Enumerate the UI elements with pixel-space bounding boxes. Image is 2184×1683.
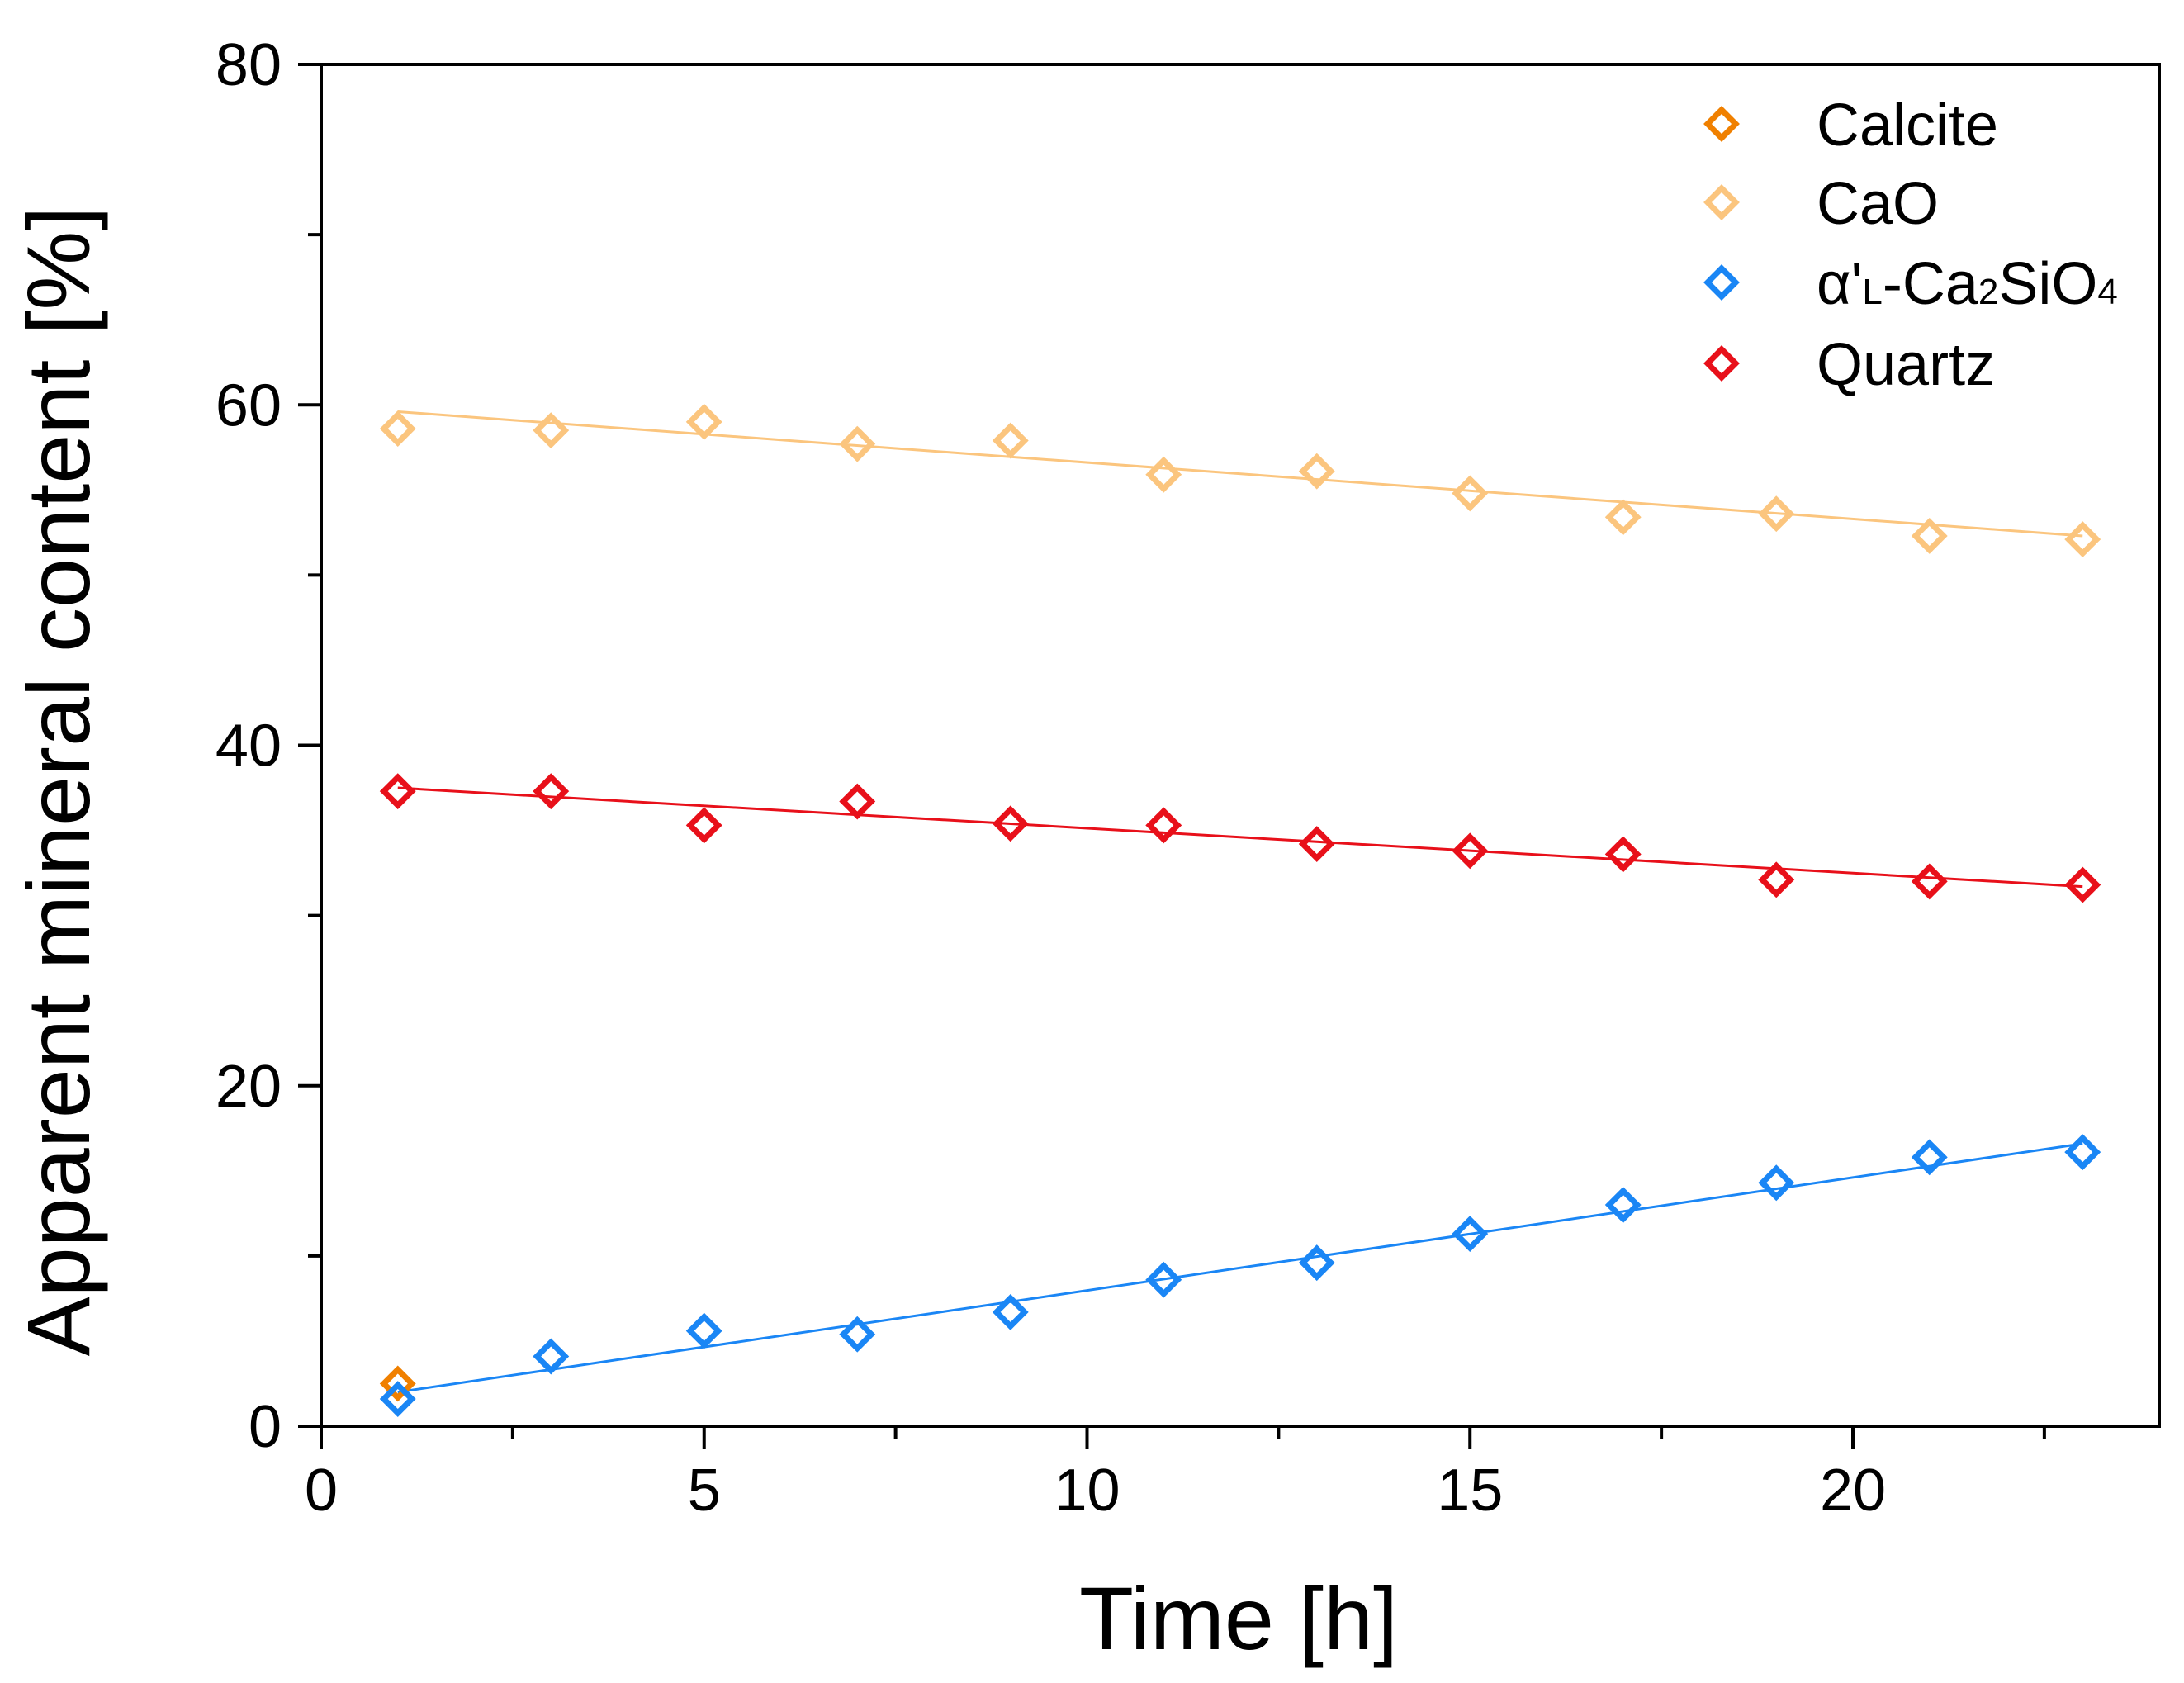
data-point [1758, 861, 1795, 898]
x-tick-label: 0 [305, 1458, 338, 1524]
legend-label: α'L-Ca2SiO4 [1817, 251, 2118, 317]
data-point [533, 1338, 570, 1375]
x-tick-label: 15 [1437, 1458, 1503, 1524]
legend-label-subscript: L [1862, 272, 1882, 312]
data-point [839, 1316, 876, 1353]
data-point [2064, 866, 2101, 903]
data-point [1758, 495, 1795, 533]
data-point [1911, 1139, 1948, 1176]
data-point [379, 410, 416, 448]
y-axis-title: Apparent mineral content [%] [8, 206, 108, 1357]
x-axis-title: Time [h] [1079, 1568, 1398, 1668]
data-point [1145, 1261, 1182, 1298]
fit-line [397, 786, 2083, 889]
legend-label-subscript: 4 [2097, 272, 2117, 312]
data-point [379, 1365, 416, 1402]
y-tick-label: 0 [249, 1394, 282, 1460]
x-tick-label: 5 [688, 1458, 721, 1524]
data-point [685, 807, 722, 844]
data-point [533, 773, 570, 810]
legend-label-part: SiO [1998, 251, 2097, 317]
data-point [1604, 1187, 1642, 1223]
data-point [1298, 453, 1335, 490]
data-point [1298, 826, 1335, 862]
data-point [1452, 832, 1489, 870]
data-point [2064, 521, 2101, 558]
data-point [685, 1312, 722, 1349]
y-tick-label: 20 [216, 1054, 282, 1120]
legend-label: Calcite [1817, 92, 1998, 159]
data-point [1758, 1164, 1795, 1202]
legend-label: CaO [1817, 171, 1939, 237]
plot-frame [320, 63, 2161, 1428]
data-point [1452, 1216, 1489, 1253]
data-markers [379, 403, 2101, 1417]
x-tick-label: 10 [1054, 1458, 1120, 1524]
fit-lines [397, 410, 2083, 1394]
y-tick-label: 40 [216, 713, 282, 780]
data-point [1911, 518, 1948, 554]
data-point [2064, 1134, 2101, 1171]
x-axis-ticks: 0 5 10 15 20 [305, 1426, 2046, 1524]
data-point [1145, 456, 1182, 493]
data-point [685, 403, 722, 440]
fit-line [397, 410, 2083, 538]
legend-marker [1703, 106, 1740, 142]
y-tick-label: 80 [216, 32, 282, 98]
data-point [839, 783, 876, 820]
data-point [839, 425, 876, 462]
data-point [992, 422, 1029, 459]
legend-label: Quartz [1817, 332, 1995, 398]
data-point [1604, 836, 1642, 873]
legend-marker [1703, 184, 1740, 220]
legend-label-part: -Ca [1883, 251, 1979, 317]
legend-label-part: α' [1817, 251, 1862, 317]
legend: Calcite CaO α'L-Ca2SiO4 Quartz [1703, 92, 2118, 398]
data-point [379, 773, 416, 810]
fit-line [397, 1142, 2083, 1394]
legend-marker [1703, 264, 1740, 301]
data-point [1145, 807, 1182, 844]
y-tick-label: 60 [216, 372, 282, 439]
legend-marker [1703, 345, 1740, 382]
data-point [992, 1293, 1029, 1330]
data-point [1911, 863, 1948, 900]
data-point [992, 805, 1029, 842]
data-point [1604, 499, 1642, 536]
data-point [379, 1381, 416, 1417]
data-point [1298, 1244, 1335, 1282]
legend-label-subscript: 2 [1978, 272, 1998, 312]
axes [320, 63, 2161, 1428]
x-tick-label: 20 [1820, 1458, 1886, 1524]
data-point [1452, 475, 1489, 512]
y-axis-ticks: 0 20 40 60 80 [216, 32, 321, 1460]
data-point [533, 412, 570, 449]
